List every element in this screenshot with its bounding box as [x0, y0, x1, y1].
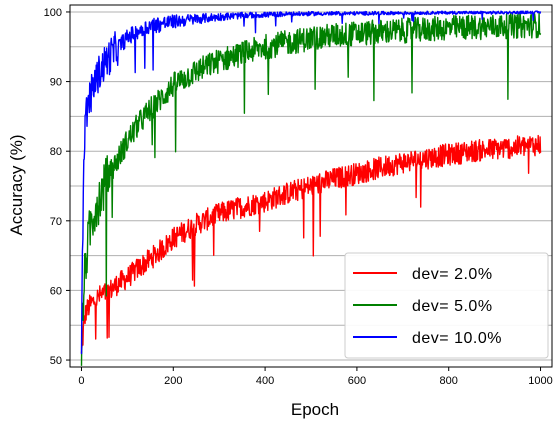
axes: 0 200 400 600 800 1000 50 60 70 80 90 100: [44, 4, 553, 387]
x-tick-label-200: 200: [164, 375, 182, 387]
y-tick-label-70: 70: [50, 216, 62, 228]
x-tick-label-600: 600: [348, 375, 366, 387]
y-tick-label-100: 100: [44, 7, 62, 19]
y-tick-label-60: 60: [50, 285, 62, 297]
legend-entry-0: dev= 2.0%: [412, 266, 493, 283]
series-lines: [80, 10, 542, 366]
legend: dev= 2.0% dev= 5.0% dev= 10.0%: [344, 252, 549, 359]
legend-box: [344, 252, 549, 359]
plot-frame: [69, 4, 553, 368]
x-tick-label-400: 400: [256, 375, 274, 387]
series-line-2: [80, 10, 542, 355]
y-tick-label-90: 90: [50, 77, 62, 89]
x-axis-label: Epoch: [291, 400, 339, 419]
series-line-0: [80, 134, 542, 354]
x-tick-label-1000: 1000: [528, 375, 552, 387]
y-tick-label-50: 50: [50, 355, 62, 367]
y-axis-label: Accuracy (%): [7, 134, 26, 235]
legend-entry-1: dev= 5.0%: [412, 298, 493, 315]
x-tick-label-800: 800: [440, 375, 458, 387]
y-tick-label-80: 80: [50, 146, 62, 158]
legend-entry-2: dev= 10.0%: [412, 330, 502, 347]
x-tick-label-0: 0: [78, 375, 84, 387]
series-line-1: [80, 12, 542, 366]
